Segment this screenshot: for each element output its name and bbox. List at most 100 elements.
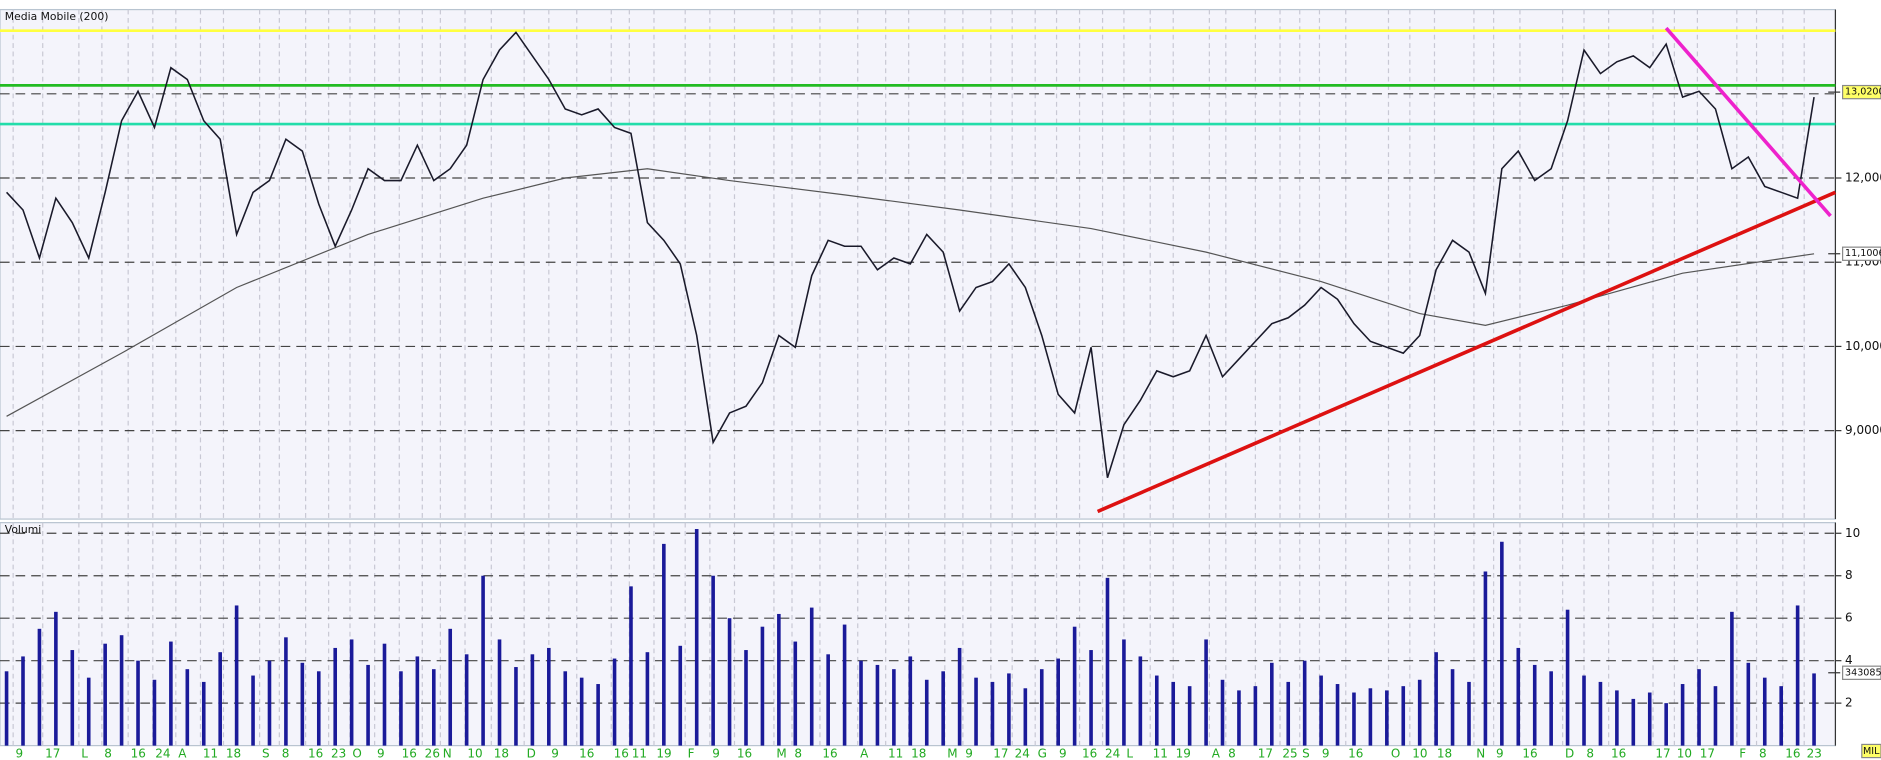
volume-bar <box>809 607 814 746</box>
x-tick-label: 16 <box>308 747 323 760</box>
x-tick-label: S <box>262 747 270 760</box>
volume-bar <box>349 639 354 746</box>
volume-bar <box>596 684 600 746</box>
volume-bar <box>54 611 58 746</box>
x-tick-label: 23 <box>331 747 346 760</box>
marker-label: 3430854 <box>1845 667 1881 678</box>
x-tick-label: 18 <box>911 747 926 760</box>
x-tick-label: 9 <box>16 747 24 760</box>
x-tick-label: 8 <box>1759 747 1767 760</box>
x-tick-label: 17 <box>45 747 60 760</box>
volume-bar <box>892 669 896 746</box>
x-tick-label: 26 <box>425 747 440 760</box>
volume-bar <box>152 679 157 746</box>
volume-bar <box>1105 577 1110 746</box>
volume-bar <box>1483 571 1488 746</box>
x-tick-label: S <box>1302 747 1310 760</box>
volume-bar <box>1122 639 1126 746</box>
x-tick-label: O <box>352 747 361 760</box>
volume-bar <box>1385 690 1389 746</box>
volume-bar <box>1335 684 1340 746</box>
volume-bar <box>1352 692 1356 746</box>
y-tick-label: 4 <box>1845 653 1853 667</box>
volume-bar <box>579 677 584 746</box>
x-tick-label: 17 <box>1700 747 1715 760</box>
volume-bar <box>1187 686 1192 746</box>
volume-bar <box>1154 675 1159 746</box>
x-tick-label: 16 <box>1348 747 1363 760</box>
volume-bar <box>727 618 732 746</box>
volume-bar <box>1056 658 1060 746</box>
volume-bar <box>1730 611 1734 746</box>
volume-bar <box>1516 647 1521 746</box>
x-tick-label: N <box>1476 747 1485 760</box>
volume-bar <box>1007 673 1011 746</box>
y-tick-label: 10,0000 <box>1845 339 1881 353</box>
volume-bar <box>1237 690 1241 746</box>
x-tick-label: 8 <box>1586 747 1594 760</box>
volume-bar <box>1647 692 1652 746</box>
x-tick-label: 24 <box>155 747 170 760</box>
volume-bar <box>431 669 436 746</box>
marker-label: 11,1006 <box>1845 248 1881 259</box>
volume-bar <box>842 624 847 746</box>
volume-bar <box>300 662 305 746</box>
x-tick-label: 25 <box>1282 747 1297 760</box>
panel-title: Volumi <box>5 523 41 536</box>
volume-bar <box>366 664 370 746</box>
volume-bar <box>1779 686 1783 746</box>
volume-bar <box>284 637 288 746</box>
marker-label: 13,0200 <box>1845 87 1881 98</box>
x-tick-label: 17 <box>1655 747 1670 760</box>
x-tick-label: N <box>443 747 452 760</box>
x-tick-label: 19 <box>656 747 671 760</box>
x-tick-label: 9 <box>1496 747 1504 760</box>
volume-bar <box>1253 686 1258 746</box>
x-tick-label: 16 <box>1785 747 1800 760</box>
x-tick-label: 17 <box>993 747 1008 760</box>
volume-bar <box>1467 681 1471 746</box>
x-tick-label: M <box>776 747 786 760</box>
x-tick-label: L <box>1126 747 1133 760</box>
x-tick-label: 23 <box>1807 747 1822 760</box>
volume-bar <box>21 656 25 746</box>
x-tick-label: 9 <box>1059 747 1067 760</box>
volume-bar <box>4 671 9 746</box>
x-tick-label: 16 <box>822 747 837 760</box>
x-tick-label: 16 <box>1522 747 1537 760</box>
x-tick-label: 9 <box>965 747 973 760</box>
volume-bar <box>1072 626 1077 746</box>
volume-bar <box>1023 688 1028 746</box>
volume-bar <box>859 660 863 746</box>
volume-bar <box>267 660 272 746</box>
volume-bar <box>1746 662 1751 746</box>
volume-bar <box>974 677 978 746</box>
x-tick-label: 9 <box>1322 747 1330 760</box>
x-tick-label: D <box>1565 747 1574 760</box>
volume-bar <box>530 654 535 746</box>
volume-bar <box>1450 669 1455 746</box>
trendline <box>1664 26 1832 218</box>
trendline <box>1096 190 1837 514</box>
y-tick-label: 6 <box>1845 611 1853 625</box>
x-tick-label: 19 <box>1176 747 1191 760</box>
volume-bar <box>990 681 995 746</box>
x-tick-label: 18 <box>494 747 509 760</box>
volume-bar <box>333 647 338 746</box>
volume-bar <box>744 650 748 746</box>
volume-bar <box>1171 681 1176 746</box>
volume-bar <box>1615 690 1619 746</box>
x-tick-label: 9 <box>377 747 385 760</box>
volume-bar <box>103 643 107 746</box>
y-tick-label: 8 <box>1845 568 1853 582</box>
volume-bar <box>399 671 403 746</box>
volume-bar <box>1401 686 1406 746</box>
volume-bar <box>251 675 255 746</box>
x-tick-label: 17 <box>1258 747 1273 760</box>
x-tick-label: A <box>860 747 869 760</box>
volume-bar <box>1039 669 1044 746</box>
x-tick-label: 8 <box>1228 747 1236 760</box>
x-tick-label: G <box>1038 747 1047 760</box>
x-tick-label: 16 <box>614 747 629 760</box>
